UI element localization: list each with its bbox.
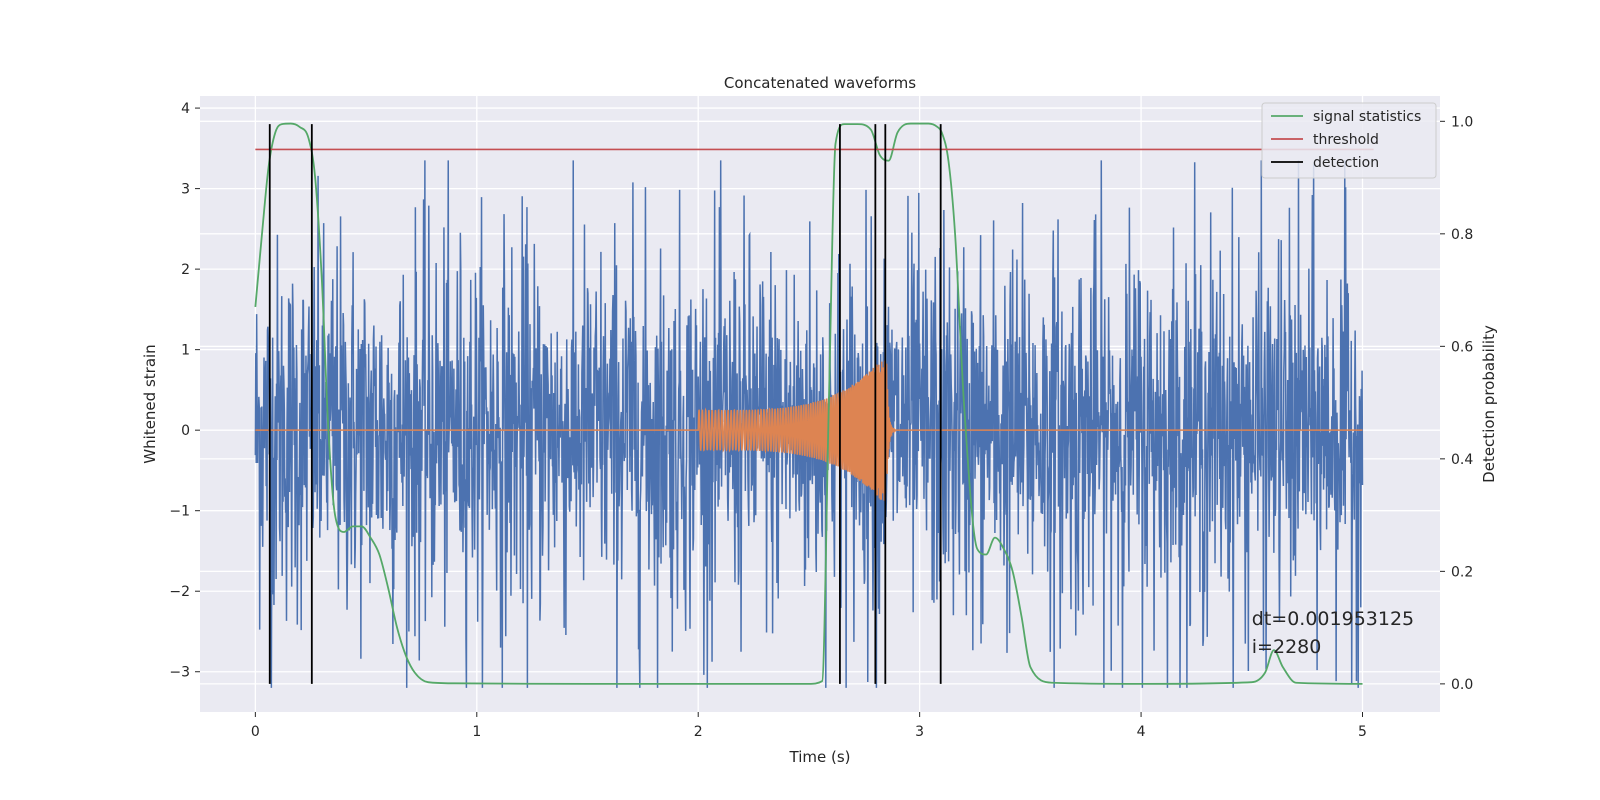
x-tick-label: 1	[472, 724, 481, 740]
annotation-layer: dt=0.001953125 i=2280	[1252, 608, 1414, 658]
legend: signal statistics threshold detection	[1261, 102, 1437, 179]
x-tick-label: 3	[915, 724, 924, 740]
y2-tick-label: 0.6	[1451, 339, 1473, 355]
y2-tick-label: 0.8	[1451, 227, 1473, 243]
legend-box	[1261, 102, 1437, 179]
legend-label-detection: detection	[1313, 155, 1379, 171]
annotation: dt=0.001953125	[1252, 608, 1414, 630]
y2-tick-label: 0.0	[1451, 677, 1473, 693]
y-tick-label: 3	[181, 182, 190, 198]
y-tick-label: −2	[169, 584, 190, 600]
annotation: i=2280	[1252, 636, 1322, 658]
y-tick-label: −1	[169, 504, 190, 520]
y-axis-title: Whitened strain	[141, 344, 159, 463]
legend-label-signal-statistics: signal statistics	[1313, 109, 1421, 125]
y2-tick-label: 0.2	[1451, 564, 1473, 580]
x-tick-label: 2	[694, 724, 703, 740]
chart-title: Concatenated waveforms	[724, 74, 916, 92]
y2-tick-label: 0.4	[1451, 452, 1473, 468]
y-tick-label: 1	[181, 343, 190, 359]
y-tick-label: 2	[181, 262, 190, 278]
y-tick-label: 0	[181, 423, 190, 439]
y2-tick-label: 1.0	[1451, 114, 1473, 130]
chirp-series-line	[255, 360, 1363, 501]
y-tick-label: 4	[181, 101, 190, 117]
x-tick-label: 4	[1137, 724, 1146, 740]
signal-statistics-line	[254, 122, 1363, 685]
x-tick-label: 5	[1358, 724, 1367, 740]
y-tick-label: −3	[169, 665, 190, 681]
series-layer	[254, 122, 1374, 688]
x-axis-title: Time (s)	[789, 748, 851, 766]
x-tick-label: 0	[251, 724, 260, 740]
legend-label-threshold: threshold	[1313, 132, 1379, 148]
y2-axis-title: Detection probability	[1480, 325, 1498, 483]
axes-layer: 0 1 2 3 4 5 −3 −2 −1 0 1 2 3 4 0.0 0.2 0.4 0.6 0.8 1.0	[169, 101, 1473, 740]
